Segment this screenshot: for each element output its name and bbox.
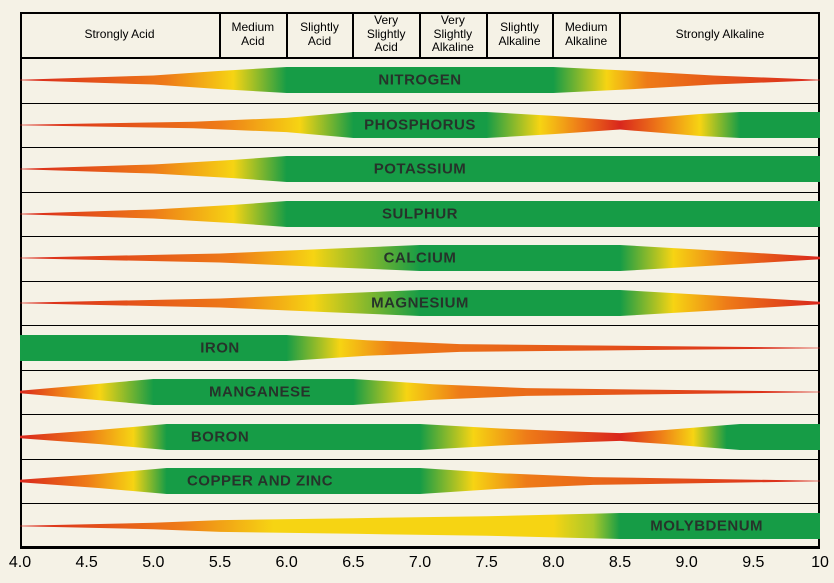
row-separator xyxy=(20,370,820,371)
nutrient-band xyxy=(20,67,820,93)
row-separator xyxy=(20,459,820,460)
row-separator xyxy=(20,325,820,326)
row-separator xyxy=(20,236,820,237)
x-tick-label: 7.0 xyxy=(409,554,431,572)
x-tick-label: 6.5 xyxy=(342,554,364,572)
nutrient-band xyxy=(20,245,820,271)
header-cell: Strongly Alkaline xyxy=(620,12,820,58)
nutrient-band xyxy=(20,424,620,450)
header-cell: SlightlyAcid xyxy=(287,12,354,58)
x-tick-label: 4.5 xyxy=(76,554,98,572)
nutrient-band xyxy=(20,468,820,494)
nutrient-band xyxy=(20,156,820,182)
x-tick-label: 5.5 xyxy=(209,554,231,572)
header-cell: VerySlightlyAcid xyxy=(353,12,420,58)
x-tick-label: 6.0 xyxy=(276,554,298,572)
row-separator xyxy=(20,503,820,504)
column-separator xyxy=(220,12,221,58)
row-separator xyxy=(20,414,820,415)
row-separator xyxy=(20,58,820,59)
nutrient-band xyxy=(20,112,620,138)
header-cell: Strongly Acid xyxy=(20,12,220,58)
header-cell: SlightlyAlkaline xyxy=(487,12,554,58)
column-separator xyxy=(353,12,354,58)
column-separator xyxy=(620,12,621,58)
nutrient-band xyxy=(20,201,820,227)
nutrient-band xyxy=(620,424,820,450)
column-separator xyxy=(420,12,421,58)
header-cell: MediumAlkaline xyxy=(553,12,620,58)
x-tick-label: 9.0 xyxy=(676,554,698,572)
header-cell: MediumAcid xyxy=(220,12,287,58)
x-tick-label: 4.0 xyxy=(9,554,31,572)
row-separator xyxy=(20,192,820,193)
column-separator xyxy=(487,12,488,58)
nutrient-band xyxy=(620,112,820,138)
x-tick-label: 7.5 xyxy=(476,554,498,572)
column-separator xyxy=(287,12,288,58)
chart-frame: Strongly AcidMediumAcidSlightlyAcidVeryS… xyxy=(0,0,834,583)
row-separator xyxy=(20,281,820,282)
row-separator xyxy=(20,147,820,148)
x-tick-label: 5.0 xyxy=(142,554,164,572)
x-tick-label: 9.5 xyxy=(742,554,764,572)
x-tick-label: 8.5 xyxy=(609,554,631,572)
row-separator xyxy=(20,548,820,549)
x-tick-label: 10 xyxy=(811,554,829,572)
header-cell: VerySlightlyAlkaline xyxy=(420,12,487,58)
nutrient-band xyxy=(20,513,820,539)
column-separator xyxy=(553,12,554,58)
nutrient-band xyxy=(20,335,820,361)
row-separator xyxy=(20,103,820,104)
nutrient-band xyxy=(20,290,820,316)
x-tick-label: 8.0 xyxy=(542,554,564,572)
nutrient-band xyxy=(20,379,820,405)
